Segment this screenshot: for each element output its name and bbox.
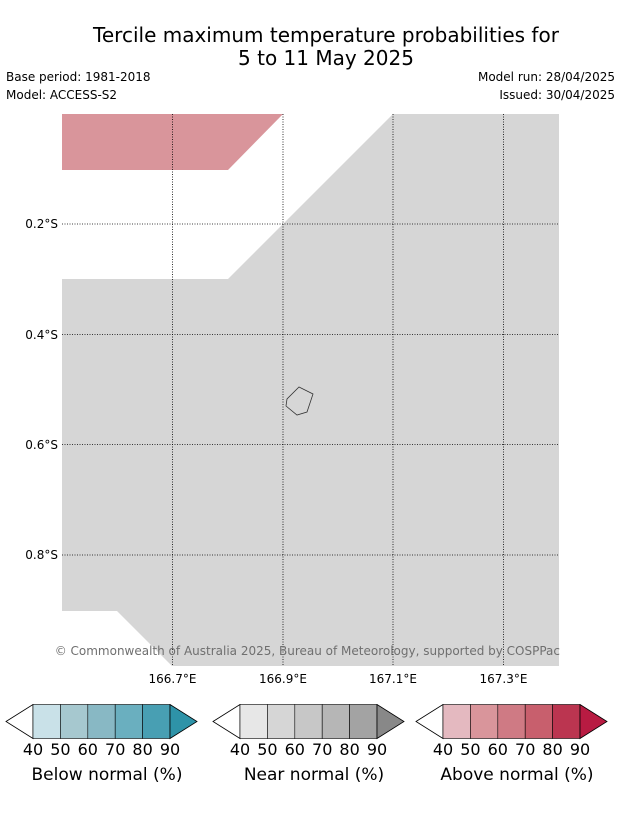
legend-tick: 40 <box>22 740 44 759</box>
lat-label-0-8: 0.8°S <box>25 548 58 562</box>
legend-above-normal: 40 50 60 70 80 90 Above normal (%) <box>414 704 620 785</box>
meta-left: Base period: 1981-2018 Model: ACCESS-S2 <box>6 68 151 104</box>
colorbar-extend-high <box>376 704 405 740</box>
colorbar-segment <box>267 704 296 739</box>
colorbar-segment <box>60 704 89 739</box>
legend-below-normal: 40 50 60 70 80 90 Below normal (%) <box>4 704 210 785</box>
colorbar-segment <box>114 704 143 739</box>
colorbar-segment <box>552 704 581 739</box>
island-coastline <box>285 386 314 416</box>
lon-label-167-1: 167.1°E <box>369 672 417 686</box>
legend-tick: 40 <box>432 740 454 759</box>
lon-label-166-9: 166.9°E <box>259 672 307 686</box>
issued-date: Issued: 30/04/2025 <box>499 88 615 102</box>
colorbar-extend-high <box>169 704 198 740</box>
forecast-map: 0.2°S 0.4°S 0.6°S 0.8°S 166.7°E 166.9°E … <box>25 114 560 686</box>
legend-caption-above-normal: Above normal (%) <box>440 765 594 785</box>
lat-label-0-2: 0.2°S <box>25 217 58 231</box>
legend-tick: 80 <box>542 740 563 759</box>
legend-tick: 80 <box>132 740 153 759</box>
legend-near-normal: 40 50 60 70 80 90 Near normal (%) <box>211 704 417 785</box>
model-name: Model: ACCESS-S2 <box>6 88 118 102</box>
colorbar-extend-low <box>212 704 241 740</box>
legend-caption-below-normal: Below normal (%) <box>31 765 183 785</box>
legend-tick: 90 <box>569 740 591 759</box>
lat-label-0-4: 0.4°S <box>25 328 58 342</box>
legend-tick: 90 <box>159 740 181 759</box>
colorbar-segment <box>442 704 471 739</box>
gridlines <box>62 114 559 666</box>
legend-tick: 50 <box>50 740 71 759</box>
title-line-2: 5 to 11 May 2025 <box>238 46 414 70</box>
legend-ticks-below-normal: 40 50 60 70 80 90 <box>4 740 210 760</box>
lat-label-0-6: 0.6°S <box>25 438 58 452</box>
legend-tick: 40 <box>229 740 251 759</box>
legend-tick: 50 <box>460 740 481 759</box>
title-line-1: Tercile maximum temperature probabilitie… <box>93 23 559 47</box>
colorbar-extend-high <box>579 704 608 740</box>
legend-tick: 90 <box>366 740 388 759</box>
colorbar-above-normal <box>415 704 608 740</box>
colorbar-segment <box>524 704 553 739</box>
legend-tick: 60 <box>487 740 508 759</box>
colorbar-extend-low <box>415 704 444 740</box>
colorbar-extend-low <box>5 704 34 740</box>
legend-tick: 60 <box>284 740 305 759</box>
colorbar-segment <box>294 704 323 739</box>
legend-tick: 70 <box>515 740 536 759</box>
model-run: Model run: 28/04/2025 <box>477 70 615 84</box>
colorbar-below-normal <box>5 704 198 740</box>
colorbar-segment <box>142 704 171 739</box>
lon-label-166-7: 166.7°E <box>149 672 197 686</box>
legend-tick: 70 <box>105 740 126 759</box>
colorbar-segment <box>470 704 499 739</box>
colorbar-segment <box>32 704 61 739</box>
base-period: Base period: 1981-2018 <box>6 70 151 84</box>
colorbar-near-normal <box>212 704 405 740</box>
colorbar-segment <box>349 704 378 739</box>
meta-right: Model run: 28/04/2025 Issued: 30/04/2025 <box>478 68 615 104</box>
colorbar-segment <box>87 704 116 739</box>
legend-tick: 80 <box>339 740 360 759</box>
colorbar-segment <box>497 704 526 739</box>
legend-tick: 50 <box>257 740 278 759</box>
legend-tick: 70 <box>312 740 333 759</box>
legend-ticks-near-normal: 40 50 60 70 80 90 <box>211 740 417 760</box>
legend-caption-near-normal: Near normal (%) <box>243 765 385 785</box>
copyright-notice: © Commonwealth of Australia 2025, Bureau… <box>55 644 560 658</box>
legend-tick: 60 <box>77 740 98 759</box>
legend-ticks-above-normal: 40 50 60 70 80 90 <box>414 740 620 760</box>
colorbar-segment <box>239 704 268 739</box>
map-title: Tercile maximum temperature probabilitie… <box>0 24 621 70</box>
lon-label-167-3: 167.3°E <box>480 672 528 686</box>
near-normal-region <box>62 114 559 666</box>
colorbar-segment <box>321 704 350 739</box>
